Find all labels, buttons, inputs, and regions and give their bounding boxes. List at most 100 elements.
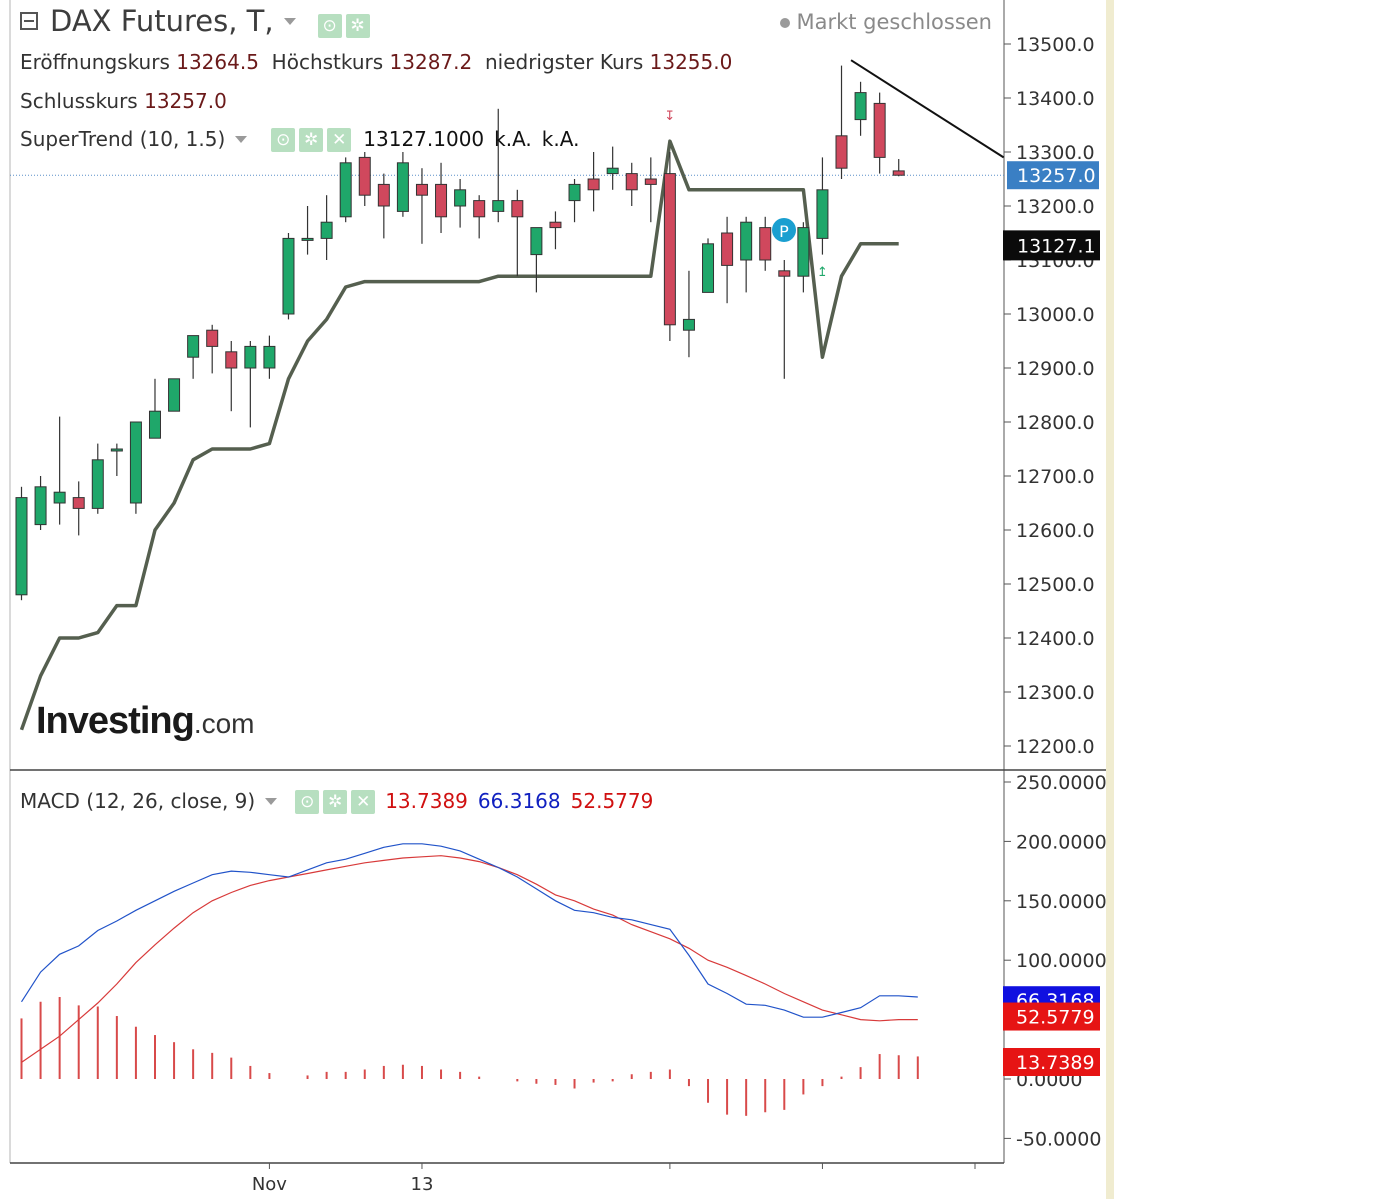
candle-body [282,237,295,315]
supertrend-label[interactable]: SuperTrend (10, 1.5) [20,127,226,151]
candle-body [435,183,448,218]
supertrend-close-icon[interactable]: ✕ [327,128,352,152]
candle-body [854,92,867,121]
axis-labels: 13500.013400.013300.013200.013100.013000… [252,34,1107,1195]
candle-body [740,221,753,261]
close-value: 13257.0 [144,89,227,113]
candle-body [320,221,333,239]
macd-pane [20,843,919,1116]
supertrend-gear-icon[interactable]: ✲ [299,128,324,152]
market-status: Markt geschlossen [780,10,992,34]
gear-icon[interactable]: ✲ [345,14,370,38]
candle-body [797,227,810,277]
macd-tick-label: 250.0000 [1016,772,1107,794]
candle-body [606,167,619,175]
macd-close-icon[interactable]: ✕ [351,790,376,814]
price-tick-label: 13500.0 [1016,34,1095,56]
settings-icon[interactable]: ⊙ [317,14,342,38]
candle-body [53,491,66,504]
price-tick-label: 12500.0 [1016,574,1095,596]
candle-body [454,189,467,207]
price-tick-label: 12800.0 [1016,412,1095,434]
macd-gear-icon[interactable]: ✲ [323,790,348,814]
macd-row: MACD (12, 26, close, 9) ⊙ ✲ ✕ 13.7389 66.31… [20,788,663,814]
candle-body [511,200,524,218]
dropdown-caret-icon[interactable] [283,17,296,25]
candle-body [206,329,219,347]
price-tick-label: 12900.0 [1016,358,1095,380]
low-label: niedrigster Kurs [484,50,644,74]
supertrend-badge [1003,230,1100,261]
candle-body [625,173,638,191]
collapse-icon[interactable] [20,12,38,30]
ohlc-row: Eröffnungskurs 13264.5 Höchstkurs 13287.… [20,50,732,74]
high-label: Höchstkurs [271,50,384,74]
candle-body [873,102,886,158]
macd-line [20,843,918,1018]
candle-body [110,448,123,452]
open-label: Eröffnungskurs [20,50,170,74]
candle-body [301,237,314,241]
status-dot-icon [780,18,791,28]
instrument-title: DAX Futures, T, [50,4,274,38]
price-tick-label: 13300.0 [1016,142,1095,164]
market-status-text: Markt geschlossen [796,10,992,34]
macd-caret-icon[interactable] [265,797,278,805]
candle-body [358,156,371,196]
price-tick-label: 13400.0 [1016,88,1095,110]
logo-suffix: .com [193,708,255,739]
candle-body [644,178,657,185]
candle-body [339,162,352,218]
sell-signal-icon: ↧ [664,109,675,124]
supertrend-value: 13127.1000 [363,127,485,151]
candle-body [492,200,505,212]
macd-tick-label: 150.0000 [1016,891,1107,913]
close-label: Schlusskurs [20,89,138,113]
candle-body [663,173,676,326]
candle-body [168,378,181,412]
price-tick-label: 12200.0 [1016,736,1095,758]
price-tick-label: 13200.0 [1016,196,1095,218]
macd-signal-value: 52.5779 [570,789,654,813]
trendline-drawing [850,59,1005,159]
supertrend-settings-icon[interactable]: ⊙ [271,128,296,152]
signal-line [21,855,918,1063]
macd-label[interactable]: MACD (12, 26, close, 9) [20,789,256,813]
supertrend-na-1: k.A. [494,127,532,151]
candle-body [568,183,581,202]
macd-settings-icon[interactable]: ⊙ [295,790,320,814]
candle-body [721,232,734,266]
macd-value: 66.3168 [477,789,561,813]
supertrend-line [19,139,899,731]
signal-value-badge [1003,1002,1100,1031]
candle-body [129,421,142,504]
price-tick-label: 13000.0 [1016,304,1095,326]
candle-body [34,486,47,526]
supertrend-caret-icon[interactable] [235,135,248,143]
time-tick-label: 13 [411,1174,434,1195]
buy-signal-icon: ↥ [817,265,828,280]
candle-body [778,270,791,277]
candle-body [72,497,85,509]
candle-body [415,183,428,196]
candle-body [473,200,486,218]
time-tick-label: Nov [252,1174,287,1195]
supertrend-row: SuperTrend (10, 1.5) ⊙ ✲ ✕ 13127.1000 k.A. k… [20,126,589,152]
candle-body [15,497,28,596]
macd-tick-label: -50.0000 [1016,1128,1101,1150]
candle-body [263,345,276,369]
close-row: Schlusskurs 13257.0 [20,89,227,113]
last-price-text: 13257.0 [1017,165,1096,187]
pivot-marker-label: P [779,222,789,241]
macd-hist-value: 13.7389 [385,789,468,813]
price-tick-label: 12600.0 [1016,520,1095,542]
candle-body [396,162,409,212]
high-value: 13287.2 [389,50,473,74]
macd-tick-label: 200.0000 [1016,831,1107,853]
candle-body [587,178,600,191]
candle-body [702,243,715,293]
candle-body [549,221,562,229]
price-tick-label: 12300.0 [1016,682,1095,704]
